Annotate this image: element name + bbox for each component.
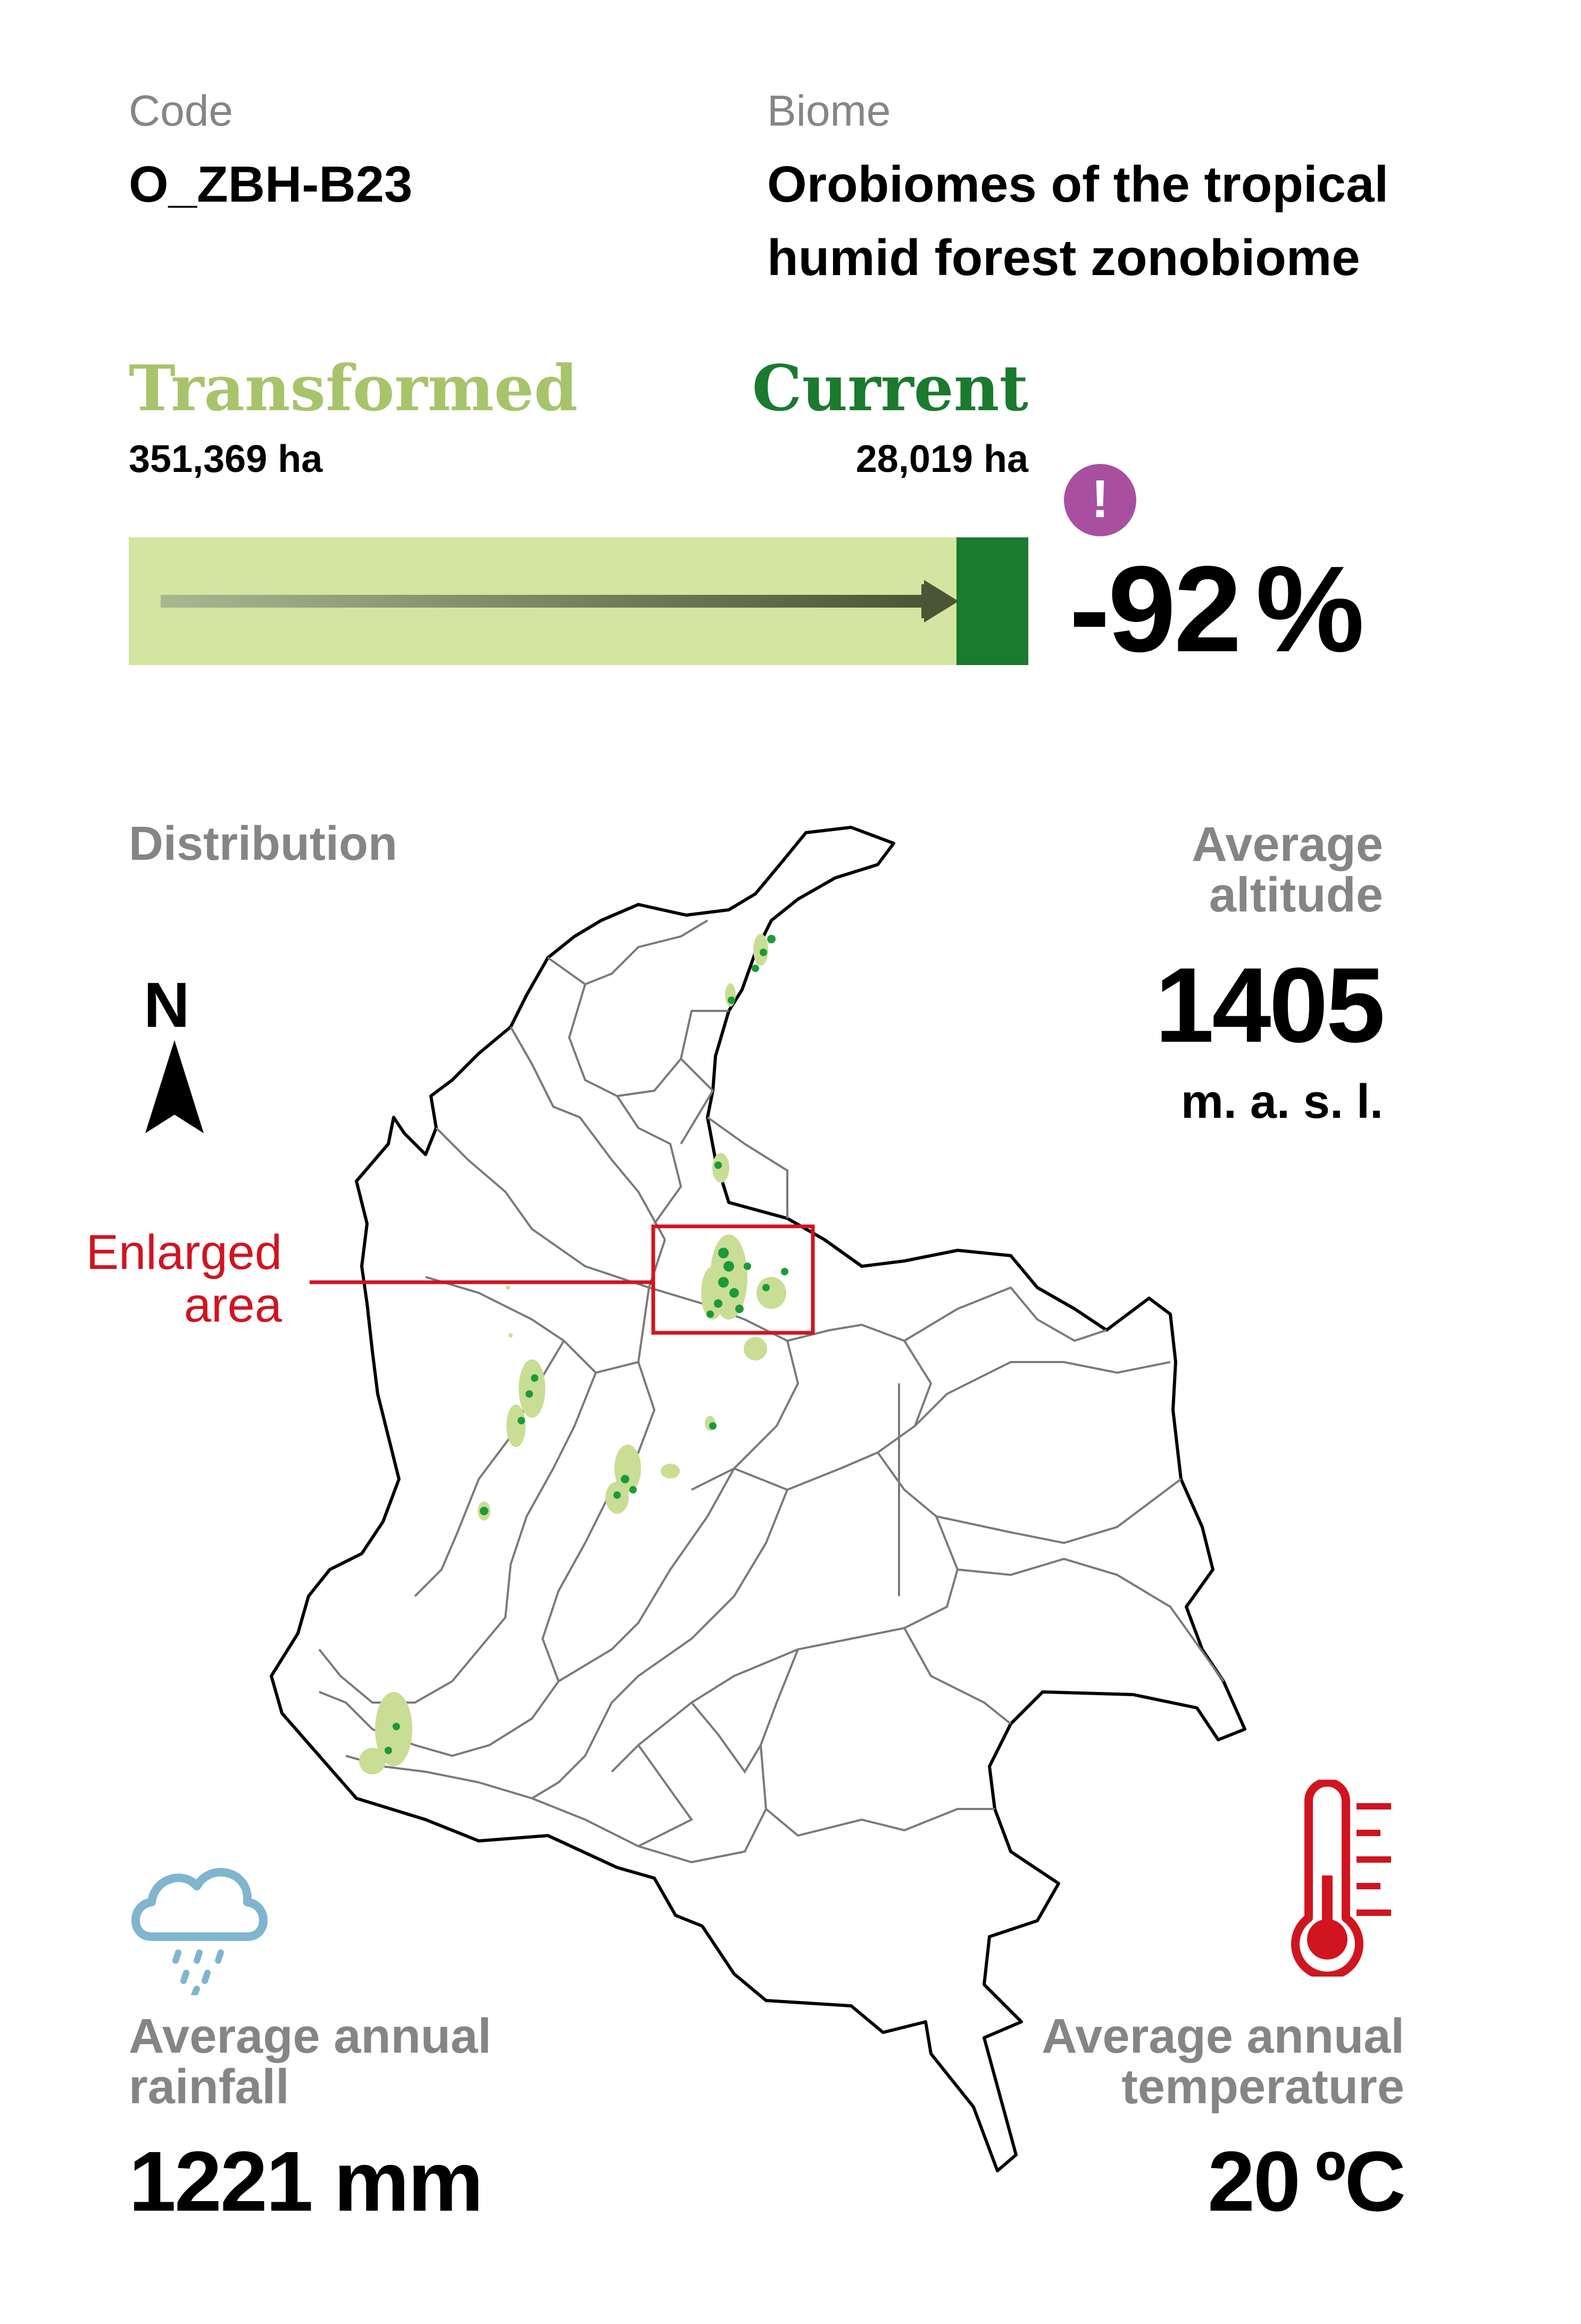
transformed-value: 351,369 ha: [129, 438, 323, 480]
country-outline: [270, 826, 1246, 2172]
rainfall-value: 1221 mm: [129, 2134, 484, 2229]
change-value: -92: [1069, 541, 1242, 677]
rainfall-label-line1: Average annual: [129, 2009, 492, 2063]
change-bar: [129, 537, 1028, 665]
temperature-unit: ºC: [1315, 2134, 1406, 2229]
altitude-label-line2: altitude: [1209, 867, 1383, 922]
change-percent: -92%: [1069, 548, 1364, 670]
current-label: Current: [752, 351, 1028, 425]
enlarged-area-box: [651, 1224, 815, 1335]
code-value: O_ZBH-B23: [129, 156, 413, 213]
arrow-shaft: [161, 584, 929, 618]
enlarged-label-line2: area: [184, 1278, 282, 1333]
current-value: 28,019 ha: [855, 438, 1028, 480]
arrow-head: [924, 580, 959, 622]
rainfall-label: Average annual rainfall: [129, 2011, 492, 2112]
biome-value-line1: Orobiomes of the tropical: [767, 156, 1389, 213]
temperature-reading: 20 ºC: [1011, 2139, 1406, 2224]
department-boundaries: [318, 919, 1225, 1864]
rain-cloud-icon: [125, 1846, 274, 1995]
exclamation-circle-icon: !: [1063, 463, 1137, 537]
temperature-label-line1: Average annual: [1042, 2009, 1404, 2063]
north-label: N: [144, 969, 190, 1041]
colombia-map: [255, 814, 1266, 2197]
enlarged-area-label: Enlarged area: [53, 1226, 282, 1332]
alert-symbol: !: [1091, 469, 1109, 529]
distribution-label: Distribution: [129, 817, 397, 870]
temperature-label: Average annual temperature: [1011, 2011, 1404, 2112]
temperature-value: 20: [1208, 2134, 1301, 2229]
altitude-label: Average altitude: [1064, 819, 1383, 920]
north-arrow-icon: [143, 1040, 206, 1136]
altitude-unit: m. a. s. l.: [1180, 1075, 1383, 1128]
change-unit: %: [1255, 541, 1364, 677]
current-bar: [956, 537, 1028, 665]
enlarged-label-line1: Enlarged: [86, 1225, 282, 1280]
temperature-label-line2: temperature: [1121, 2059, 1404, 2114]
biome-label: Biome: [767, 87, 891, 135]
rainfall-label-line2: rainfall: [129, 2059, 289, 2114]
altitude-value: 1405: [1155, 946, 1385, 1065]
thermometer-icon: [1287, 1780, 1394, 1977]
biome-value-line2: humid forest zonobiome: [767, 229, 1360, 286]
transformed-label: Transformed: [129, 351, 578, 425]
current-patches: [385, 935, 788, 1754]
altitude-label-line1: Average: [1192, 817, 1383, 872]
code-label: Code: [129, 87, 234, 135]
